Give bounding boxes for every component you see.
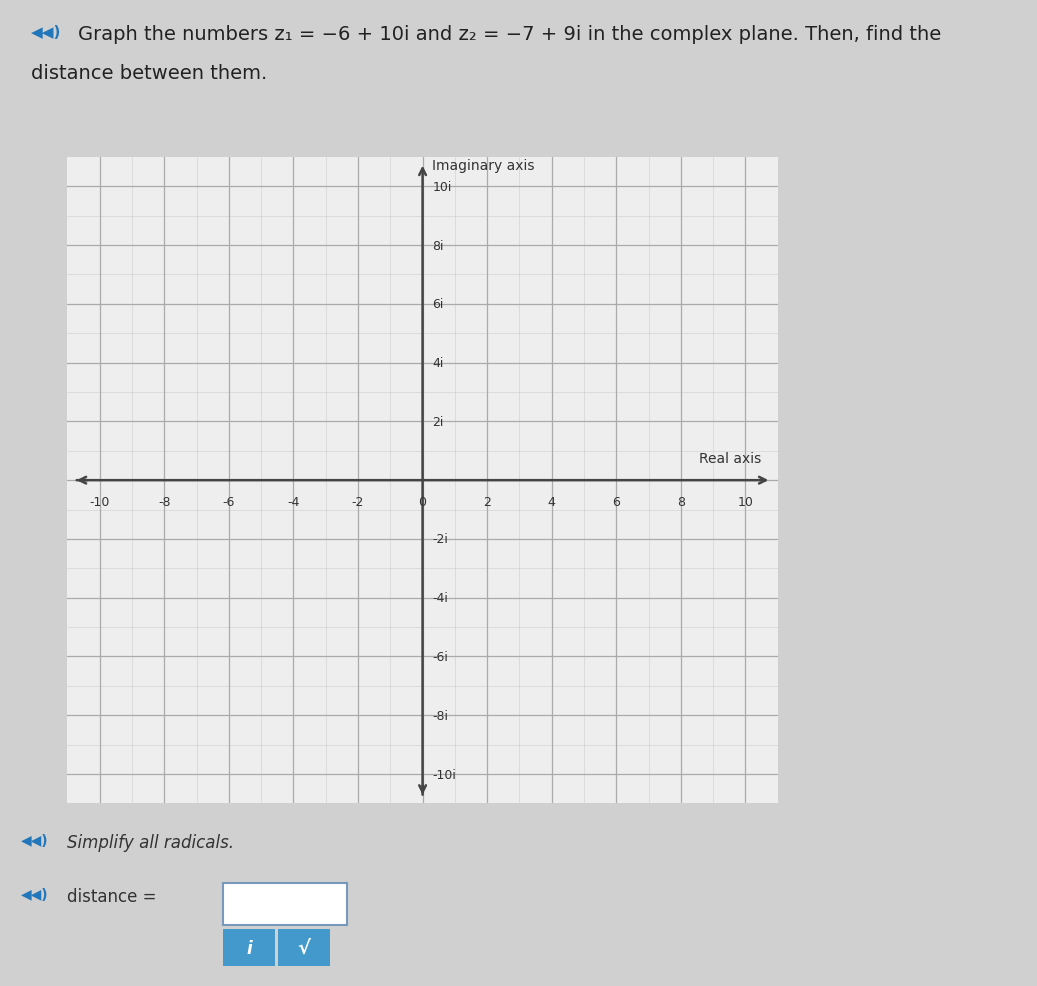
Text: 2: 2 — [483, 495, 492, 509]
Text: Imaginary axis: Imaginary axis — [432, 159, 535, 173]
Text: -10i: -10i — [432, 768, 456, 781]
Text: -4i: -4i — [432, 592, 448, 604]
Text: -2: -2 — [352, 495, 364, 509]
Text: -8i: -8i — [432, 709, 448, 722]
Text: 2i: 2i — [432, 415, 444, 429]
Text: 6i: 6i — [432, 298, 444, 311]
Text: -6i: -6i — [432, 651, 448, 664]
Text: ◀◀): ◀◀) — [21, 887, 49, 901]
Text: ◀◀): ◀◀) — [31, 25, 61, 39]
Text: -2i: -2i — [432, 532, 448, 546]
Text: 10i: 10i — [432, 180, 452, 193]
Text: 6: 6 — [613, 495, 620, 509]
Text: distance between them.: distance between them. — [31, 64, 268, 83]
Text: 8i: 8i — [432, 240, 444, 252]
Text: Simplify all radicals.: Simplify all radicals. — [67, 833, 234, 851]
Text: 8: 8 — [677, 495, 684, 509]
Text: 0: 0 — [419, 495, 426, 509]
Text: -6: -6 — [223, 495, 235, 509]
Text: -4: -4 — [287, 495, 300, 509]
Text: ◀◀): ◀◀) — [21, 833, 49, 847]
Text: Real axis: Real axis — [699, 452, 761, 466]
Text: 4i: 4i — [432, 357, 444, 370]
Text: 4: 4 — [548, 495, 556, 509]
Text: Graph the numbers z₁ = −6 + 10i and z₂ = −7 + 9i in the complex plane. Then, fin: Graph the numbers z₁ = −6 + 10i and z₂ =… — [78, 25, 941, 43]
Text: -8: -8 — [158, 495, 170, 509]
Text: distance =: distance = — [67, 887, 157, 905]
Text: i: i — [246, 939, 252, 956]
Text: -10: -10 — [89, 495, 110, 509]
Text: 10: 10 — [737, 495, 754, 509]
Text: √: √ — [298, 938, 310, 957]
